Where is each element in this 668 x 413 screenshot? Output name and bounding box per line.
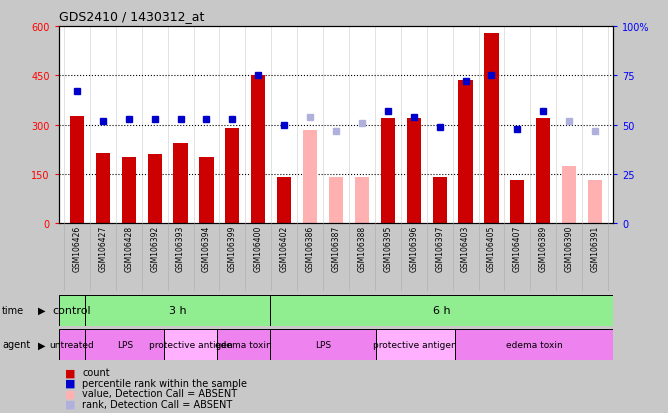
Bar — [588, 181, 603, 223]
Text: LPS: LPS — [117, 340, 133, 349]
Text: GSM106395: GSM106395 — [383, 225, 392, 272]
Bar — [59, 295, 86, 326]
Text: GSM106387: GSM106387 — [331, 225, 341, 272]
Text: GSM106428: GSM106428 — [124, 225, 133, 271]
Text: GDS2410 / 1430312_at: GDS2410 / 1430312_at — [59, 10, 204, 23]
Text: ■: ■ — [65, 368, 76, 377]
Bar — [432, 178, 447, 223]
Text: count: count — [82, 368, 110, 377]
Bar — [122, 158, 136, 223]
Bar — [217, 329, 270, 360]
Text: edema toxin: edema toxin — [506, 340, 562, 349]
Text: GSM106392: GSM106392 — [150, 225, 159, 272]
Text: GSM106393: GSM106393 — [176, 225, 185, 272]
Bar — [375, 329, 455, 360]
Text: untreated: untreated — [49, 340, 94, 349]
Bar — [458, 81, 473, 223]
Bar — [270, 295, 613, 326]
Text: agent: agent — [2, 339, 30, 350]
Text: GSM106391: GSM106391 — [591, 225, 600, 272]
Text: value, Detection Call = ABSENT: value, Detection Call = ABSENT — [82, 388, 237, 398]
Text: protective antigen: protective antigen — [149, 340, 232, 349]
Text: ■: ■ — [65, 378, 76, 388]
Bar — [225, 128, 240, 223]
Bar — [536, 119, 550, 223]
Bar — [59, 329, 86, 360]
Bar — [510, 181, 524, 223]
Bar — [303, 130, 317, 223]
Text: GSM106388: GSM106388 — [357, 225, 367, 271]
Bar — [251, 76, 265, 223]
Text: GSM106427: GSM106427 — [98, 225, 108, 272]
Bar — [455, 329, 613, 360]
Bar — [407, 119, 421, 223]
Text: GSM106403: GSM106403 — [461, 225, 470, 272]
Bar — [329, 178, 343, 223]
Bar — [96, 153, 110, 223]
Text: percentile rank within the sample: percentile rank within the sample — [82, 378, 247, 388]
Text: protective antigen: protective antigen — [373, 340, 457, 349]
Text: LPS: LPS — [315, 340, 331, 349]
Text: ■: ■ — [65, 388, 76, 398]
Text: ■: ■ — [65, 399, 76, 408]
Text: GSM106386: GSM106386 — [305, 225, 315, 272]
Bar — [69, 117, 84, 223]
Text: rank, Detection Call = ABSENT: rank, Detection Call = ABSENT — [82, 399, 232, 408]
Bar — [174, 143, 188, 223]
Text: edema toxin: edema toxin — [215, 340, 272, 349]
Text: GSM106426: GSM106426 — [72, 225, 81, 272]
Bar — [381, 119, 395, 223]
Bar — [270, 329, 375, 360]
Bar — [86, 295, 270, 326]
Text: GSM106389: GSM106389 — [539, 225, 548, 272]
Text: control: control — [53, 305, 92, 316]
Text: ▶: ▶ — [38, 305, 45, 316]
Text: GSM106405: GSM106405 — [487, 225, 496, 272]
Bar — [148, 155, 162, 223]
Bar — [199, 158, 214, 223]
Text: ▶: ▶ — [38, 339, 45, 350]
Text: GSM106394: GSM106394 — [202, 225, 211, 272]
Text: GSM106397: GSM106397 — [435, 225, 444, 272]
Text: GSM106390: GSM106390 — [564, 225, 574, 272]
Text: GSM106396: GSM106396 — [409, 225, 418, 272]
Text: GSM106402: GSM106402 — [280, 225, 289, 272]
Bar — [562, 166, 576, 223]
Text: GSM106400: GSM106400 — [254, 225, 263, 272]
Bar — [355, 178, 369, 223]
Bar — [164, 329, 217, 360]
Text: time: time — [2, 305, 24, 316]
Text: GSM106407: GSM106407 — [513, 225, 522, 272]
Text: 6 h: 6 h — [433, 305, 450, 316]
Bar — [277, 178, 291, 223]
Text: 3 h: 3 h — [169, 305, 186, 316]
Text: GSM106399: GSM106399 — [228, 225, 237, 272]
Bar — [484, 34, 498, 223]
Bar — [86, 329, 164, 360]
